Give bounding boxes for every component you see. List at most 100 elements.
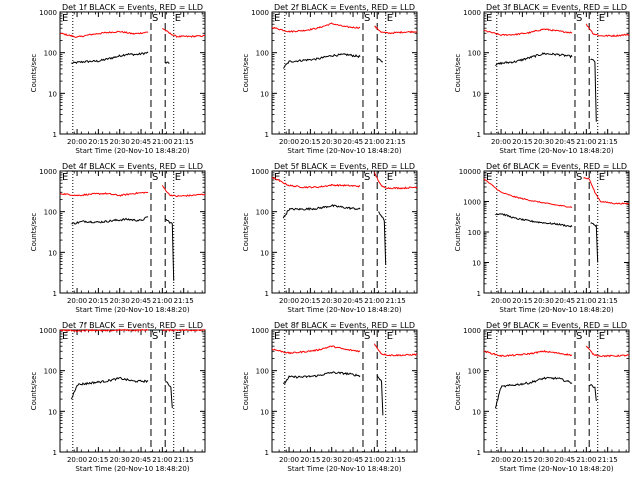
x-tick-label: 20:45 bbox=[131, 297, 151, 305]
x-tick-label: 20:45 bbox=[343, 297, 363, 305]
events-line-after bbox=[377, 58, 384, 63]
y-tick-label: 100 bbox=[468, 368, 481, 376]
x-tick-label: 20:00 bbox=[67, 138, 87, 146]
y-tick-label: 10 bbox=[472, 408, 481, 416]
x-tick-label: 21:15 bbox=[386, 456, 406, 464]
events-line bbox=[282, 204, 361, 219]
lld-line bbox=[483, 178, 573, 208]
events-line bbox=[71, 216, 149, 225]
x-axis-label: Start Time (20-Nov-10 18:48:20) bbox=[287, 465, 401, 473]
lld-line-after bbox=[162, 328, 206, 332]
x-tick-label: 20:30 bbox=[110, 297, 130, 305]
plot-frame bbox=[271, 329, 418, 453]
x-tick-label: 20:00 bbox=[279, 456, 299, 464]
plot-frame bbox=[483, 329, 630, 453]
panel-det-9f: Det 9f BLACK = Events, RED = LLD 1000 100 1… bbox=[454, 321, 630, 473]
end-marker-label: E bbox=[599, 331, 605, 342]
y-axis-label: Counts/sec bbox=[30, 372, 38, 411]
y-tick-label: 100 bbox=[44, 368, 57, 376]
x-tick-label: 20:15 bbox=[300, 297, 320, 305]
y-tick-label: 1000 bbox=[39, 168, 57, 176]
end-marker-label: E bbox=[62, 331, 68, 342]
y-tick-label: 100 bbox=[256, 368, 269, 376]
y-axis-label: Counts/sec bbox=[242, 213, 250, 252]
y-axis-label: Counts/sec bbox=[30, 213, 38, 252]
x-tick-label: 20:30 bbox=[322, 456, 342, 464]
lld-line bbox=[59, 30, 149, 39]
y-tick-label: 100 bbox=[256, 50, 269, 58]
x-tick-label: 20:45 bbox=[343, 456, 363, 464]
lld-line-after bbox=[162, 27, 206, 38]
y-tick-label: 1 bbox=[265, 449, 269, 457]
panel-det-5f: Det 5f BLACK = Events, RED = LLD 1000 100 1… bbox=[242, 162, 418, 314]
lld-line-after bbox=[374, 25, 418, 35]
plot-frame bbox=[59, 170, 206, 294]
x-tick-label: 20:00 bbox=[279, 297, 299, 305]
plot-frame bbox=[59, 329, 206, 453]
lld-line bbox=[271, 345, 361, 355]
events-line bbox=[70, 376, 149, 400]
end-marker-label: E bbox=[486, 331, 492, 342]
x-tick-label: 21:15 bbox=[598, 297, 618, 305]
start-marker-label: S bbox=[576, 331, 582, 342]
x-tick-label: 20:00 bbox=[491, 297, 511, 305]
x-tick-label: 21:15 bbox=[174, 456, 194, 464]
x-tick-label: 20:30 bbox=[534, 297, 554, 305]
x-tick-label: 20:45 bbox=[555, 456, 575, 464]
x-tick-label: 21:00 bbox=[576, 456, 596, 464]
x-tick-label: 21:15 bbox=[598, 138, 618, 146]
x-axis-label: Start Time (20-Nov-10 18:48:20) bbox=[75, 465, 189, 473]
end-marker-label: E bbox=[274, 13, 280, 24]
events-line-after bbox=[164, 61, 170, 64]
y-tick-label: 1 bbox=[53, 290, 57, 298]
y-tick-label: 10 bbox=[48, 249, 57, 257]
events-line-after bbox=[590, 58, 597, 122]
y-tick-label: 10 bbox=[260, 408, 269, 416]
y-tick-label: 100 bbox=[468, 50, 481, 58]
x-tick-label: 20:00 bbox=[279, 138, 299, 146]
events-line bbox=[495, 213, 573, 228]
y-tick-label: 1000 bbox=[251, 327, 269, 335]
lld-line bbox=[483, 349, 573, 358]
events-line bbox=[282, 371, 361, 385]
x-tick-label: 21:00 bbox=[364, 138, 384, 146]
x-tick-label: 21:15 bbox=[598, 456, 618, 464]
lld-line-after bbox=[161, 185, 206, 198]
x-tick-label: 20:15 bbox=[512, 138, 532, 146]
end-marker-label: E bbox=[387, 172, 393, 183]
x-tick-label: 20:15 bbox=[88, 138, 108, 146]
y-tick-label: 10 bbox=[48, 90, 57, 98]
y-axis-label: Counts/sec bbox=[454, 372, 462, 411]
end-marker-label: E bbox=[387, 13, 393, 24]
lld-line bbox=[271, 22, 361, 33]
y-tick-label: 1 bbox=[53, 131, 57, 139]
panel-title: Det 7f BLACK = Events, RED = LLD bbox=[62, 321, 203, 330]
y-tick-label: 100 bbox=[44, 209, 57, 217]
end-marker-label: E bbox=[274, 331, 280, 342]
x-tick-label: 21:15 bbox=[386, 297, 406, 305]
y-tick-label: 1000 bbox=[39, 327, 57, 335]
x-tick-label: 21:00 bbox=[576, 138, 596, 146]
y-tick-label: 100 bbox=[256, 209, 269, 217]
y-axis-label: Counts/sec bbox=[30, 54, 38, 93]
x-tick-label: 20:30 bbox=[534, 138, 554, 146]
y-tick-label: 1 bbox=[477, 290, 481, 298]
panel-title: Det 3f BLACK = Events, RED = LLD bbox=[486, 3, 627, 12]
x-tick-label: 20:00 bbox=[67, 456, 87, 464]
end-marker-label: E bbox=[62, 13, 68, 24]
panel-title: Det 9f BLACK = Events, RED = LLD bbox=[486, 321, 627, 330]
y-tick-label: 1 bbox=[53, 449, 57, 457]
x-tick-label: 20:30 bbox=[110, 138, 130, 146]
y-tick-label: 1000 bbox=[463, 199, 481, 207]
x-tick-label: 21:00 bbox=[152, 297, 172, 305]
lld-line-after bbox=[373, 172, 418, 190]
y-axis-label: Counts/sec bbox=[454, 213, 462, 252]
x-tick-label: 20:45 bbox=[131, 456, 151, 464]
events-line-after bbox=[165, 218, 175, 281]
events-line-after bbox=[165, 381, 173, 409]
x-tick-label: 20:45 bbox=[555, 297, 575, 305]
events-line bbox=[494, 376, 573, 409]
lld-line bbox=[272, 177, 361, 189]
x-tick-label: 20:30 bbox=[322, 297, 342, 305]
